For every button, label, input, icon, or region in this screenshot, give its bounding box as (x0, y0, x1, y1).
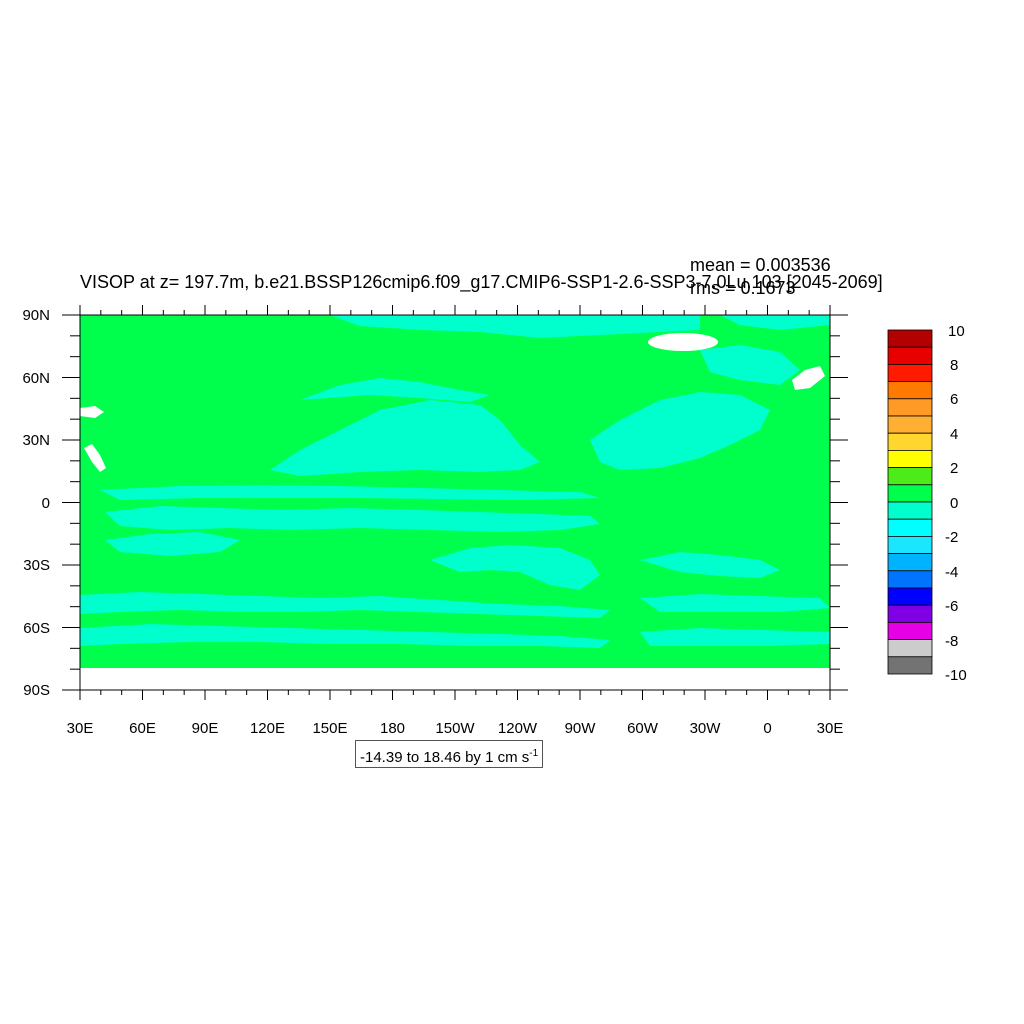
axis-ticks (62, 305, 848, 700)
colorbar-swatch (887, 622, 933, 641)
colorbar-label: -6 (945, 598, 958, 615)
colorbar-swatch (887, 553, 933, 572)
lon-label: 120W (498, 720, 538, 737)
colorbar-swatch (887, 432, 933, 451)
map-panel (79, 314, 831, 691)
colorbar-swatch (887, 346, 933, 365)
lon-label: 30W (690, 720, 722, 737)
colorbar-label: -10 (945, 667, 967, 684)
colorbar-swatch (887, 570, 933, 589)
indian-ocean-band (105, 532, 240, 556)
colorbar (887, 329, 933, 675)
colorbar-swatch (887, 398, 933, 417)
lon-label: 60W (627, 720, 659, 737)
lon-label: 120E (250, 720, 285, 737)
lon-label: 0 (763, 720, 771, 737)
lon-label: 150E (312, 720, 347, 737)
missing-antarctic-region (80, 668, 830, 690)
lat-label: 30S (23, 557, 50, 574)
lon-label: 150W (435, 720, 475, 737)
equatorial-band-north (100, 485, 600, 500)
colorbar-label: -4 (945, 564, 958, 581)
southern-ocean-band-4 (640, 628, 830, 646)
rms-stat: rms = 0.1673 (690, 278, 796, 298)
arctic-band (330, 315, 700, 338)
colorbar-swatch (887, 449, 933, 468)
lon-label: 180 (380, 720, 405, 737)
southern-ocean-band-1 (80, 592, 610, 618)
colorbar-swatch (887, 467, 933, 486)
south-atlantic-band (640, 552, 780, 578)
lat-label: 30N (22, 432, 50, 449)
colorbar-label: -8 (945, 633, 958, 650)
ocean-negative-bands (80, 315, 830, 648)
colorbar-labels: 10 8 6 4 2 0 -2 -4 -6 -8 -10 (945, 323, 967, 684)
colorbar-label: 6 (950, 391, 958, 408)
south-pacific-band (430, 545, 600, 590)
mean-stat: mean = 0.003536 (690, 255, 831, 275)
lat-label: 60N (22, 370, 50, 387)
lon-label: 30E (67, 720, 94, 737)
colorbar-label: 2 (950, 460, 958, 477)
equatorial-band-main (105, 506, 600, 532)
lon-label: 90E (192, 720, 219, 737)
colorbar-swatch (887, 518, 933, 537)
colorbar-label: 10 (948, 323, 965, 340)
lat-label: 0 (42, 495, 50, 512)
colorbar-label: 4 (950, 426, 958, 443)
colorbar-swatch (887, 639, 933, 658)
lon-label: 60E (129, 720, 156, 737)
colorbar-swatch (887, 381, 933, 400)
longitude-axis-labels: 30E 60E 90E 120E 150E 180 150W 120W 90W … (67, 720, 844, 737)
north-atlantic-band (590, 392, 770, 470)
lat-label: 60S (23, 620, 50, 637)
contour-info-unit-exponent: -1 (529, 748, 539, 759)
nordic-band (700, 345, 800, 385)
latitude-axis-labels: 90N 60N 30N 0 30S 60S 90S (22, 307, 50, 699)
contour-info-text: -14.39 to 18.46 by 1 cm s (360, 749, 530, 766)
contour-info-box: -14.39 to 18.46 by 1 cm s-1 (355, 740, 544, 768)
lat-label: 90S (23, 682, 50, 699)
north-pacific-upper (300, 378, 490, 402)
north-pacific-band (270, 400, 540, 476)
colorbar-swatch (887, 587, 933, 606)
colorbar-label: 0 (950, 495, 958, 512)
colorbar-swatch (887, 536, 933, 555)
colorbar-swatch (887, 484, 933, 503)
colorbar-swatch (887, 329, 933, 348)
colorbar-swatch (887, 501, 933, 520)
lon-label: 90W (565, 720, 597, 737)
arctic-band-east (720, 315, 830, 330)
missing-patch-east (792, 366, 825, 390)
colorbar-label: 8 (950, 357, 958, 374)
colorbar-swatch (887, 604, 933, 623)
missing-patch-west-1 (80, 406, 104, 418)
southern-ocean-band-2 (80, 624, 610, 648)
missing-arctic-patch (648, 333, 718, 351)
colorbar-swatch (887, 415, 933, 434)
colorbar-swatch (887, 656, 933, 675)
southern-ocean-band-3 (640, 594, 830, 612)
missing-patch-west-2 (84, 444, 106, 472)
colorbar-label: -2 (945, 529, 958, 546)
lon-label: 30E (817, 720, 844, 737)
lat-label: 90N (22, 307, 50, 324)
colorbar-swatch (887, 363, 933, 382)
plot-title: VISOP at z= 197.7m, b.e21.BSSP126cmip6.f… (80, 272, 883, 292)
